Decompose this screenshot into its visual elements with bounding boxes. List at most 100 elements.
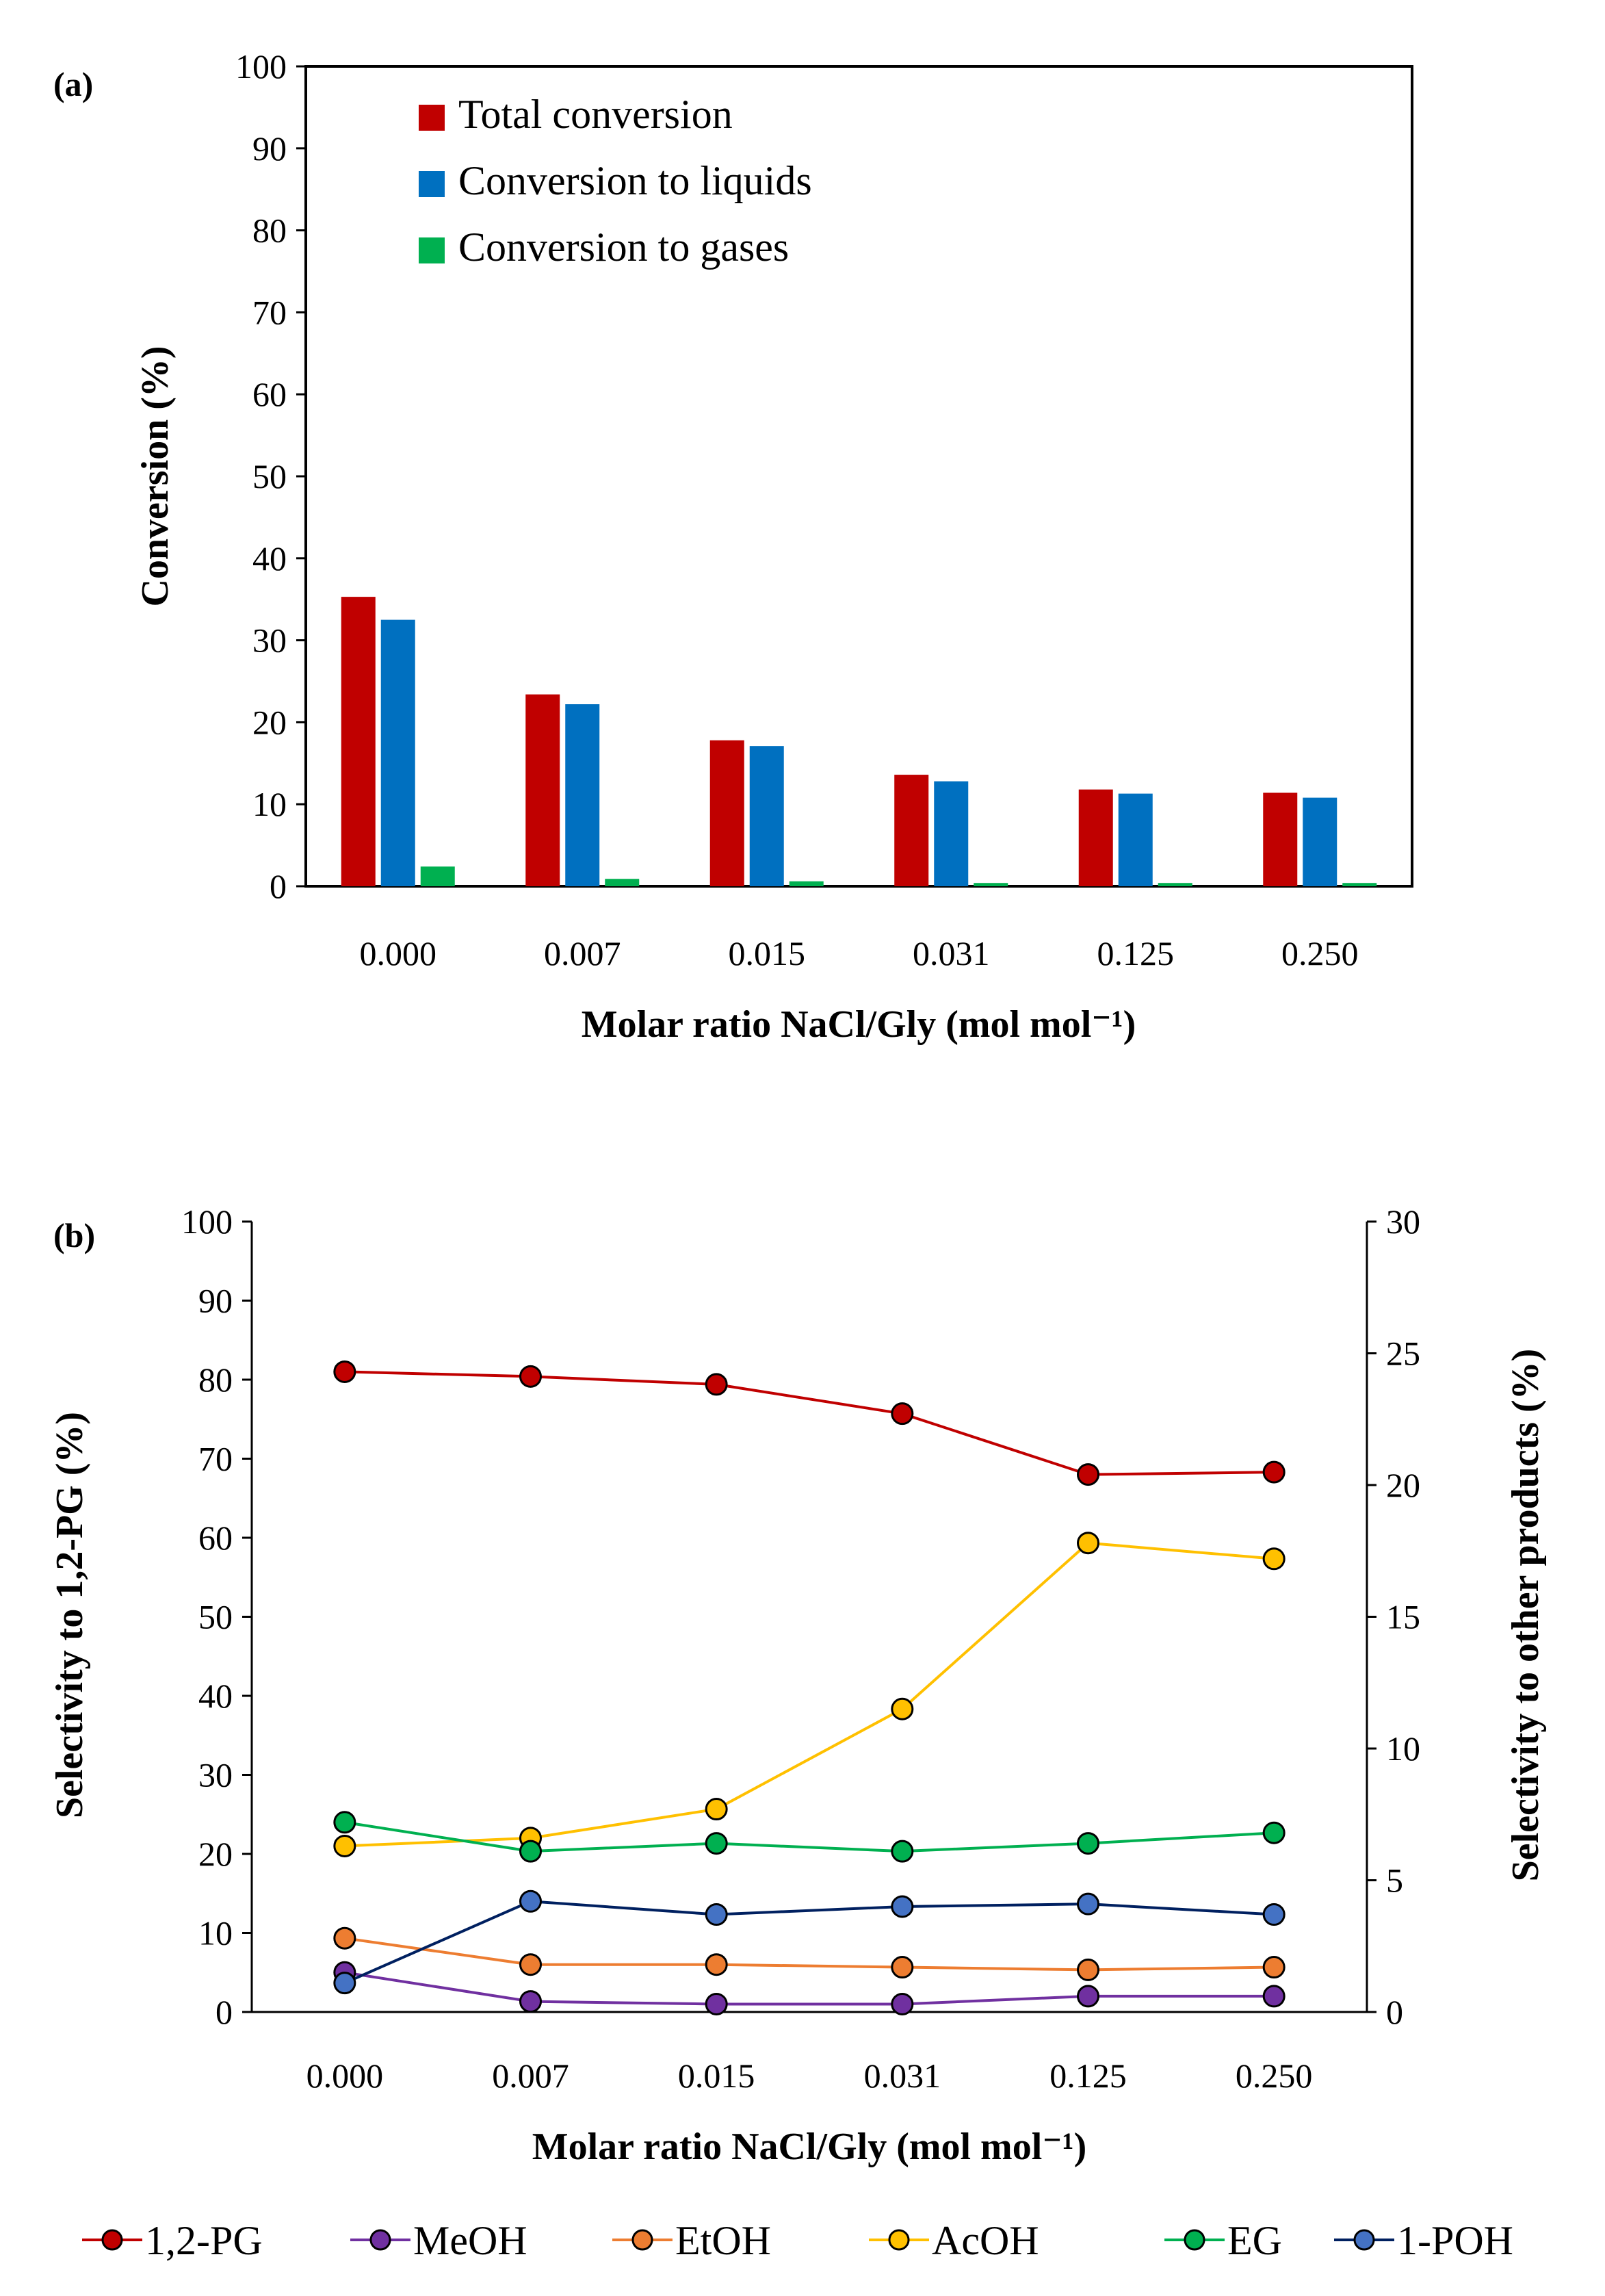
data-point [1262,1821,1286,1844]
bar [789,881,824,886]
data-point [333,1926,356,1950]
bar [749,746,784,886]
legend-swatch [419,237,445,263]
bar [1118,793,1153,886]
y-tick-label: 20 [198,1835,233,1873]
y-axis-ticks: 0 10 20 30 40 50 60 70 80 90 100 [235,47,306,905]
legend-label: 1-POH [1397,2218,1513,2263]
legend: Total conversion Conversion to liquids Con… [419,92,812,270]
right-axis-ticks: 0 5 10 15 20 25 30 [1367,1202,1420,2031]
legend: 1,2-PG MeOH EtOH AcOH EG 1-POH [82,2218,1513,2263]
x-tick-label: 0.031 [864,2056,941,2095]
data-point [1262,1956,1286,1979]
y-tick-label: 30 [198,1756,233,1794]
data-point [891,1895,914,1918]
data-point [891,1402,914,1426]
y-tick-label: 50 [252,457,287,495]
y-tick-label: 10 [252,785,287,823]
y-tick-label: 100 [235,47,287,86]
data-point [333,1972,356,1995]
y-tick-label: 60 [252,375,287,413]
y-tick-label: 80 [198,1360,233,1399]
data-point [705,1798,728,1821]
y-tick-label: 80 [252,211,287,250]
data-point [1262,1460,1286,1484]
y2-tick-label: 20 [1386,1466,1420,1504]
y-tick-label: 0 [270,867,287,905]
x-tick-label: 0.000 [360,934,437,972]
data-point [705,1953,728,1976]
data-point [891,1992,914,2015]
bar [1342,883,1377,886]
y2-tick-label: 30 [1386,1202,1420,1241]
data-point [519,1953,542,1976]
bar [341,597,376,886]
data-point [891,1956,914,1979]
data-point [333,1834,356,1857]
data-point [519,1365,542,1388]
x-axis-title: Molar ratio NaCl/Gly (mol mol⁻¹) [582,1003,1136,1046]
data-point [519,1889,542,1913]
x-tick-label: 0.250 [1236,2056,1313,2095]
x-tick-label: 0.125 [1049,2056,1127,2095]
y-tick-label: 70 [198,1440,233,1478]
series-line [344,1541,1275,1848]
data-point [705,1832,728,1855]
x-tick-label: 0.125 [1097,934,1175,972]
panel-label-b: (b) [53,1216,95,1254]
y2-tick-label: 15 [1386,1598,1420,1636]
y-tick-label: 40 [198,1677,233,1715]
legend-marker [1353,2229,1375,2251]
series-line [344,1937,1275,1972]
bar [565,704,600,886]
legend-label: AcOH [932,2218,1039,2263]
right-axis-title: Selectivity to other products (%) [1504,1349,1547,1882]
x-axis-title: Molar ratio NaCl/Gly (mol mol⁻¹) [532,2126,1087,2168]
left-axis-ticks: 0 10 20 30 40 50 60 70 80 90 100 [181,1202,252,2031]
bar [380,619,415,886]
y2-tick-label: 25 [1386,1334,1420,1373]
bar-marks [341,597,1377,886]
data-point [1077,1532,1099,1555]
y-tick-label: 30 [252,621,287,660]
y-tick-label: 10 [198,1914,233,1952]
x-tick-label: 0.015 [729,934,806,972]
legend-label: 1,2-PG [145,2218,263,2263]
legend-label: EtOH [675,2218,771,2263]
y-tick-label: 70 [252,293,287,331]
series-line [344,1971,1275,2006]
data-point [333,1811,356,1834]
y-tick-label: 90 [252,129,287,168]
legend-swatch [419,171,445,197]
legend-label: Total conversion [458,92,733,137]
bar [974,883,1008,886]
data-point [1077,1892,1099,1916]
legend-label: EG [1227,2218,1282,2263]
series-line [344,1820,1275,1853]
bar [1303,797,1338,886]
y-tick-label: 50 [198,1598,233,1636]
x-axis-ticks: 0.000 0.007 0.015 0.031 0.125 0.250 [306,2056,1313,2095]
data-point [891,1840,914,1863]
bar [605,879,640,886]
y-tick-label: 90 [198,1282,233,1320]
x-tick-label: 0.031 [913,934,990,972]
data-point [705,1373,728,1396]
legend-marker [888,2229,910,2251]
y2-tick-label: 5 [1386,1861,1403,1900]
data-point [705,1903,728,1926]
x-axis-ticks: 0.000 0.007 0.015 0.031 0.125 0.250 [360,934,1359,972]
legend-marker [369,2229,391,2251]
legend-marker [1184,2229,1205,2251]
data-point [519,1840,542,1863]
y-tick-label: 100 [181,1202,233,1241]
y-tick-label: 60 [198,1519,233,1557]
data-point [1262,1903,1286,1926]
x-tick-label: 0.015 [678,2056,755,2095]
series-lines [333,1360,1286,2015]
bar [1078,789,1113,886]
y-tick-label: 20 [252,703,287,741]
bar [1158,883,1192,886]
